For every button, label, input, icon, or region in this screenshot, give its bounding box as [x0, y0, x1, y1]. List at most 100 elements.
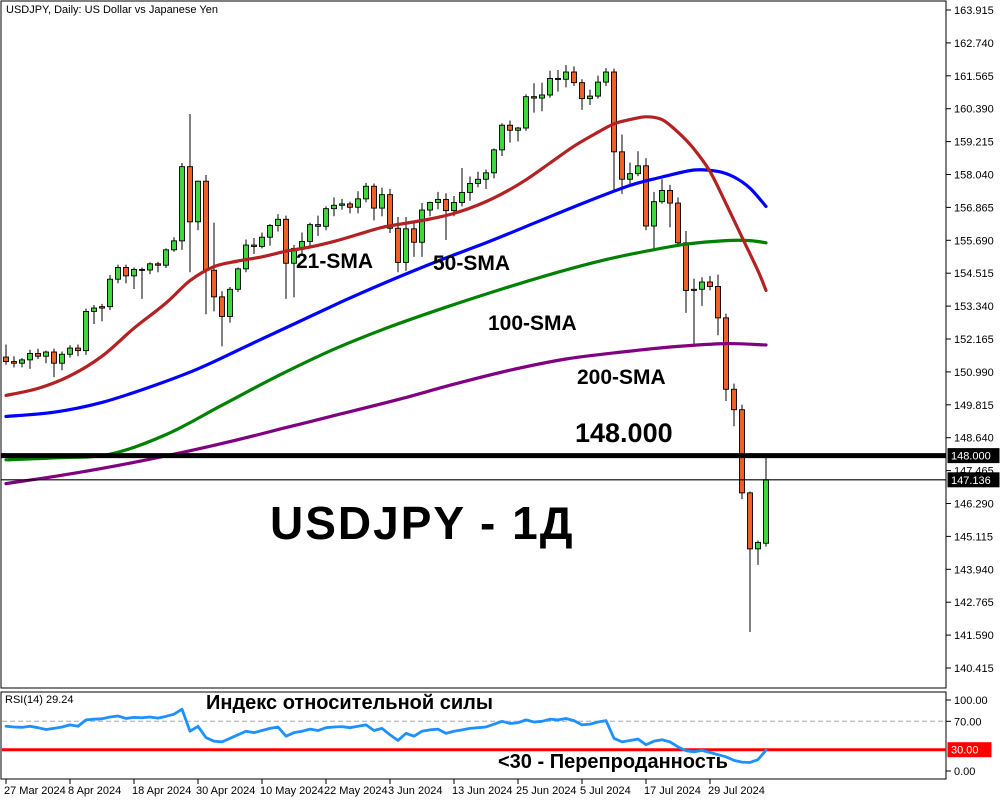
- candle-down: [667, 190, 673, 204]
- candle-down: [11, 361, 17, 364]
- candle-up: [651, 201, 657, 227]
- candle-down: [739, 409, 745, 494]
- candles-group: [3, 65, 769, 633]
- chart-title: USDJPY, Daily: US Dollar vs Japanese Yen: [6, 4, 218, 16]
- candle-down: [139, 268, 145, 271]
- candle-up: [635, 165, 641, 175]
- candle-up: [115, 267, 121, 280]
- date-tick-label: 27 Mar 2024: [4, 785, 66, 797]
- candle-up: [427, 202, 433, 211]
- candle-down: [283, 218, 289, 264]
- sma21-label: 21-SMA: [296, 250, 374, 273]
- date-tick-label: 3 Jun 2024: [388, 785, 442, 797]
- date-tick-label: 10 May 2024: [260, 785, 324, 797]
- date-axis[interactable]: [1, 780, 946, 799]
- candle-up: [691, 288, 697, 291]
- price-tick-label: 146.290: [954, 499, 994, 511]
- candle-down: [531, 96, 537, 99]
- date-tick-label: 5 Jul 2024: [580, 785, 631, 797]
- candle-up: [363, 185, 369, 200]
- candle-up: [147, 263, 153, 271]
- candle-up: [323, 208, 329, 227]
- candle-up: [67, 347, 73, 355]
- candle-up: [307, 224, 313, 242]
- candle-up: [515, 127, 521, 131]
- candle-up: [419, 209, 425, 243]
- rsi-badge-label: 30.00: [951, 745, 979, 757]
- candle-down: [35, 352, 41, 357]
- candle-down: [371, 185, 377, 209]
- candle-up: [379, 194, 385, 209]
- candle-up: [547, 78, 553, 96]
- price-tick-label: 142.765: [954, 597, 994, 609]
- candle-up: [699, 281, 705, 290]
- date-tick-label: 13 Jun 2024: [452, 785, 513, 797]
- date-tick-label: 8 Apr 2024: [68, 785, 121, 797]
- candle-up: [355, 198, 361, 208]
- rsi-pane[interactable]: [0, 691, 947, 780]
- candle-up: [83, 310, 89, 352]
- candle-down: [203, 180, 209, 271]
- candle-up: [235, 268, 241, 290]
- price-tick-label: 159.215: [954, 137, 994, 149]
- rsi-tick-label: 0.00: [954, 766, 975, 778]
- price-tick-label: 155.690: [954, 235, 994, 247]
- price-tick-label: 145.115: [954, 531, 993, 543]
- candle-down: [51, 351, 57, 364]
- price-badge: [947, 472, 1000, 488]
- date-tick-label: 22 May 2024: [324, 785, 388, 797]
- candle-up: [467, 183, 473, 193]
- candle-down: [211, 269, 217, 298]
- candle-down: [219, 296, 225, 317]
- candle-down: [251, 244, 257, 247]
- rsi-tick-label: 70.00: [954, 716, 982, 728]
- price-tick-label: 160.390: [954, 104, 994, 116]
- candle-down: [395, 227, 401, 263]
- candle-up: [595, 81, 601, 97]
- price-tick-label: 161.565: [954, 71, 994, 83]
- candle-up: [163, 249, 169, 266]
- sma100-label: 100-SMA: [488, 312, 577, 335]
- main-pane[interactable]: [0, 0, 947, 689]
- candle-up: [91, 307, 97, 312]
- candle-up: [435, 198, 441, 203]
- price-tick-label: 162.740: [954, 38, 994, 50]
- candle-up: [259, 236, 265, 247]
- candle-down: [619, 151, 625, 180]
- candle-down: [579, 82, 585, 100]
- 21-sma-line: [4, 115, 768, 398]
- price-axis[interactable]: [947, 0, 1000, 800]
- candle-down: [747, 492, 753, 550]
- candle-up: [539, 94, 545, 99]
- symbol-watermark: USDJPY - 1Д: [270, 497, 575, 549]
- rsi-line: [4, 707, 768, 764]
- candle-down: [75, 347, 81, 352]
- price-tick-label: 156.865: [954, 202, 994, 214]
- sma200-label: 200-SMA: [577, 366, 666, 389]
- candle-down: [347, 203, 353, 208]
- candle-up: [587, 95, 593, 100]
- price-badge-label: 147.136: [951, 475, 991, 487]
- price-tick-label: 149.815: [954, 400, 994, 412]
- candle-up: [403, 228, 409, 263]
- date-tick-label: 29 Jul 2024: [708, 785, 765, 797]
- price-tick-label: 140.415: [954, 663, 994, 675]
- candle-down: [123, 267, 129, 277]
- candle-up: [483, 172, 489, 180]
- price-tick-label: 158.040: [954, 170, 994, 182]
- candle-up: [179, 166, 185, 242]
- price-tick-label: 141.590: [954, 630, 994, 642]
- 200-sma-line: [4, 341, 768, 486]
- candle-down: [707, 281, 713, 287]
- candle-up: [107, 278, 113, 308]
- candle-down: [507, 124, 513, 131]
- price-tick-label: 150.990: [954, 367, 994, 379]
- 100-sma-line: [4, 238, 768, 462]
- date-tick-label: 30 Apr 2024: [196, 785, 255, 797]
- candle-up: [227, 288, 233, 317]
- candle-down: [731, 388, 737, 411]
- candle-up: [563, 71, 569, 80]
- candle-up: [331, 204, 337, 210]
